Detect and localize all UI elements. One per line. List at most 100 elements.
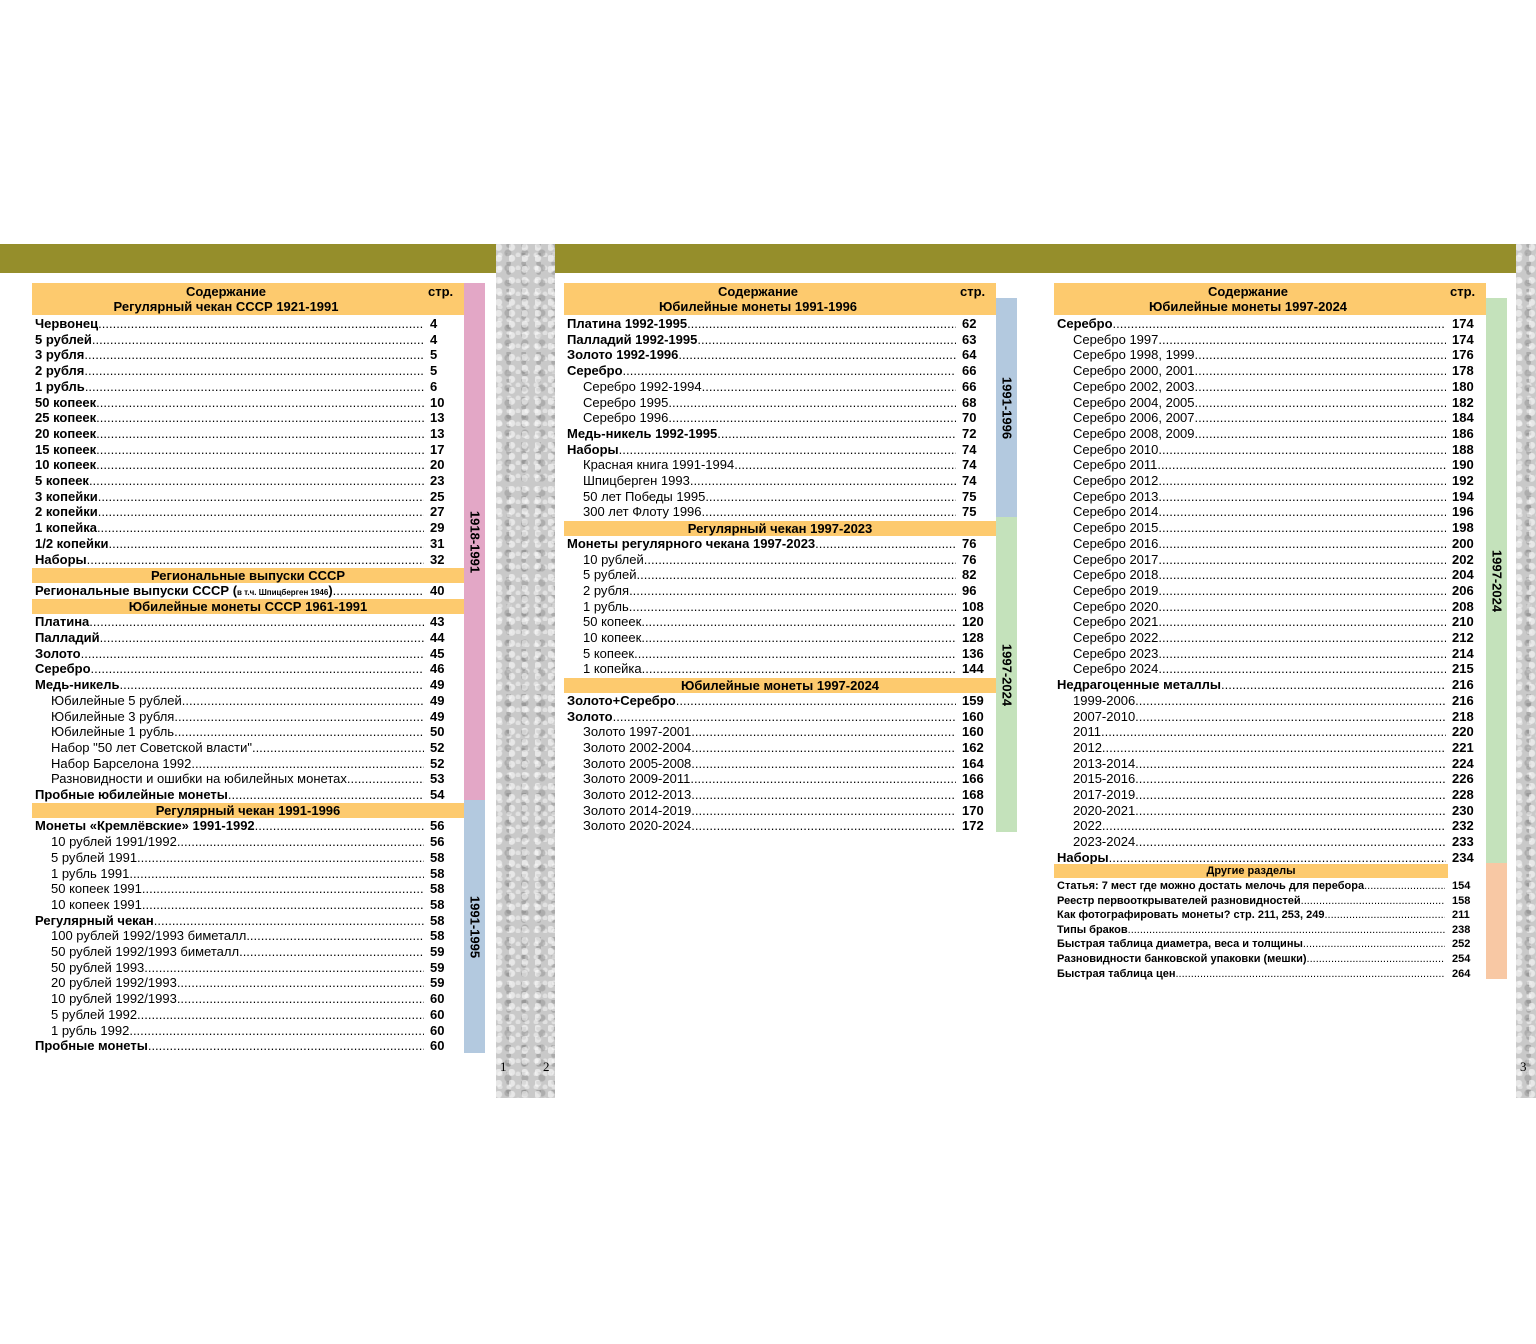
toc-entry[interactable]: 2023-2024...............................… xyxy=(1054,834,1482,850)
toc-entry[interactable]: 1 рубль 1992............................… xyxy=(32,1023,460,1039)
other-section-entry[interactable]: Реестр первооткрывателей разновидностей.… xyxy=(1054,894,1484,909)
toc-entry[interactable]: 10 копеек 1991..........................… xyxy=(32,897,460,913)
toc-entry[interactable]: Серебро 2023............................… xyxy=(1054,646,1482,662)
toc-entry[interactable]: Серебро 1998, 1999......................… xyxy=(1054,347,1482,363)
other-section-entry[interactable]: Как фотографировать монеты? стр. 211, 25… xyxy=(1054,908,1484,923)
toc-entry[interactable]: Серебро 2000, 2001......................… xyxy=(1054,363,1482,379)
toc-entry[interactable]: Серебро 1996............................… xyxy=(564,410,992,426)
toc-entry[interactable]: 50 лет Победы 1995......................… xyxy=(564,489,992,505)
toc-entry[interactable]: 1 рубль 1991............................… xyxy=(32,866,460,882)
toc-entry[interactable]: Палладий 1992-1995......................… xyxy=(564,332,992,348)
toc-entry[interactable]: 2 рубля.................................… xyxy=(564,583,992,599)
toc-entry[interactable]: Золото 2014-2019........................… xyxy=(564,803,992,819)
toc-entry[interactable]: 3 рубля.................................… xyxy=(32,347,460,363)
toc-entry[interactable]: Юбилейные 3 рубля.......................… xyxy=(32,709,460,725)
toc-entry[interactable]: Серебро 2008, 2009......................… xyxy=(1054,426,1482,442)
toc-entry[interactable]: Золото 2012-2013........................… xyxy=(564,787,992,803)
toc-entry[interactable]: 1 копейка...............................… xyxy=(32,520,460,536)
toc-entry[interactable]: 10 рублей 1992/1993.....................… xyxy=(32,991,460,1007)
toc-entry[interactable]: 50 копеек...............................… xyxy=(32,395,460,411)
toc-entry[interactable]: 2020-2021...............................… xyxy=(1054,803,1482,819)
toc-entry[interactable]: 300 лет Флоту 1996......................… xyxy=(564,504,992,520)
toc-entry[interactable]: Золото 2005-2008........................… xyxy=(564,756,992,772)
toc-entry[interactable]: 10 копеек...............................… xyxy=(564,630,992,646)
toc-entry[interactable]: Серебро 1992-1994.......................… xyxy=(564,379,992,395)
toc-entry[interactable]: Серебро 2019............................… xyxy=(1054,583,1482,599)
toc-entry[interactable]: Монеты «Кремлёвские» 1991-1992..........… xyxy=(32,818,460,834)
toc-entry[interactable]: Серебро 2013............................… xyxy=(1054,489,1482,505)
toc-entry[interactable]: 20 рублей 1992/1993.....................… xyxy=(32,975,460,991)
toc-entry[interactable]: Платина.................................… xyxy=(32,614,460,630)
toc-entry[interactable]: Серебро.................................… xyxy=(32,661,460,677)
toc-entry[interactable]: 1 рубль.................................… xyxy=(32,379,460,395)
toc-entry[interactable]: Шпицберген 1993.........................… xyxy=(564,473,992,489)
toc-entry[interactable]: Медь-никель.............................… xyxy=(32,677,460,693)
toc-entry[interactable]: Серебро 2017............................… xyxy=(1054,552,1482,568)
toc-entry[interactable]: Красная книга 1991-1994.................… xyxy=(564,457,992,473)
toc-entry[interactable]: 1999-2006...............................… xyxy=(1054,693,1482,709)
toc-entry[interactable]: 1 копейка...............................… xyxy=(564,661,992,677)
other-section-entry[interactable]: Быстрая таблица диаметра, веса и толщины… xyxy=(1054,937,1484,952)
toc-entry[interactable]: Пробные юбилейные монеты................… xyxy=(32,787,460,803)
toc-entry[interactable]: Золото..................................… xyxy=(32,646,460,662)
toc-entry[interactable]: Серебро 2018............................… xyxy=(1054,567,1482,583)
toc-entry[interactable]: Серебро 2021............................… xyxy=(1054,614,1482,630)
toc-entry[interactable]: 5 рублей 1991...........................… xyxy=(32,850,460,866)
toc-entry[interactable]: Золото..................................… xyxy=(564,709,992,725)
toc-entry[interactable]: Юбилейные 5 рублей......................… xyxy=(32,693,460,709)
toc-entry[interactable]: Золото 2020-2024........................… xyxy=(564,818,992,834)
toc-entry[interactable]: 50 копеек 1991..........................… xyxy=(32,881,460,897)
toc-entry[interactable]: 5 рублей................................… xyxy=(32,332,460,348)
toc-entry[interactable]: 5 рублей................................… xyxy=(564,567,992,583)
toc-entry[interactable]: 20 копеек...............................… xyxy=(32,426,460,442)
toc-entry[interactable]: Серебро 2012............................… xyxy=(1054,473,1482,489)
toc-entry[interactable]: Набор Барселона 1992....................… xyxy=(32,756,460,772)
toc-entry[interactable]: Серебро 2014............................… xyxy=(1054,504,1482,520)
toc-entry[interactable]: 50 рублей 1992/1993 биметалл............… xyxy=(32,944,460,960)
other-section-entry[interactable]: Быстрая таблица цен.....................… xyxy=(1054,967,1484,982)
toc-entry[interactable]: Разновидности и ошибки на юбилейных моне… xyxy=(32,771,460,787)
toc-entry[interactable]: 50 рублей 1993..........................… xyxy=(32,960,460,976)
toc-entry[interactable]: 10 рублей...............................… xyxy=(564,552,992,568)
toc-entry[interactable]: Пробные монеты..........................… xyxy=(32,1038,460,1054)
toc-entry[interactable]: 5 рублей 1992...........................… xyxy=(32,1007,460,1023)
toc-entry[interactable]: Региональные выпуски СССР (в т.ч. Шпицбе… xyxy=(32,583,460,599)
toc-entry[interactable]: Серебро 1995............................… xyxy=(564,395,992,411)
toc-entry[interactable]: 2013-2014...............................… xyxy=(1054,756,1482,772)
toc-entry[interactable]: Наборы..................................… xyxy=(32,552,460,568)
toc-entry[interactable]: Червонец................................… xyxy=(32,316,460,332)
toc-entry[interactable]: 2017-2019...............................… xyxy=(1054,787,1482,803)
toc-entry[interactable]: Серебро 2011............................… xyxy=(1054,457,1482,473)
toc-entry[interactable]: Наборы..................................… xyxy=(1054,850,1482,866)
toc-entry[interactable]: Серебро 1997............................… xyxy=(1054,332,1482,348)
toc-entry[interactable]: Золото 2009-2011........................… xyxy=(564,771,992,787)
toc-entry[interactable]: Серебро.................................… xyxy=(564,363,992,379)
toc-entry[interactable]: 2022....................................… xyxy=(1054,818,1482,834)
toc-entry[interactable]: 5 копеек................................… xyxy=(32,473,460,489)
toc-entry[interactable]: 10 рублей 1991/1992.....................… xyxy=(32,834,460,850)
toc-entry[interactable]: 1 рубль.................................… xyxy=(564,599,992,615)
other-section-entry[interactable]: Типы браков.............................… xyxy=(1054,923,1484,938)
toc-entry[interactable]: Серебро 2015............................… xyxy=(1054,520,1482,536)
toc-entry[interactable]: 2 копейки...............................… xyxy=(32,504,460,520)
toc-entry[interactable]: Серебро.................................… xyxy=(1054,316,1482,332)
toc-entry[interactable]: 100 рублей 1992/1993 биметалл...........… xyxy=(32,928,460,944)
toc-entry[interactable]: Серебро 2010............................… xyxy=(1054,442,1482,458)
toc-entry[interactable]: Платина 1992-1995.......................… xyxy=(564,316,992,332)
toc-entry[interactable]: Серебро 2024............................… xyxy=(1054,661,1482,677)
toc-entry[interactable]: 5 копеек................................… xyxy=(564,646,992,662)
toc-entry[interactable]: 2012....................................… xyxy=(1054,740,1482,756)
toc-entry[interactable]: Серебро 2006, 2007......................… xyxy=(1054,410,1482,426)
toc-entry[interactable]: 1/2 копейки.............................… xyxy=(32,536,460,552)
toc-entry[interactable]: 3 копейки...............................… xyxy=(32,489,460,505)
toc-entry[interactable]: 2 рубля.................................… xyxy=(32,363,460,379)
toc-entry[interactable]: Недрагоценные металлы...................… xyxy=(1054,677,1482,693)
toc-entry[interactable]: Юбилейные 1 рубль.......................… xyxy=(32,724,460,740)
toc-entry[interactable]: Монеты регулярного чекана 1997-2023.....… xyxy=(564,536,992,552)
toc-entry[interactable]: 2007-2010...............................… xyxy=(1054,709,1482,725)
other-section-entry[interactable]: Разновидности банковской упаковки (мешки… xyxy=(1054,952,1484,967)
toc-entry[interactable]: 10 копеек...............................… xyxy=(32,457,460,473)
toc-entry[interactable]: Серебро 2022............................… xyxy=(1054,630,1482,646)
toc-entry[interactable]: 15 копеек...............................… xyxy=(32,442,460,458)
toc-entry[interactable]: Серебро 2016............................… xyxy=(1054,536,1482,552)
